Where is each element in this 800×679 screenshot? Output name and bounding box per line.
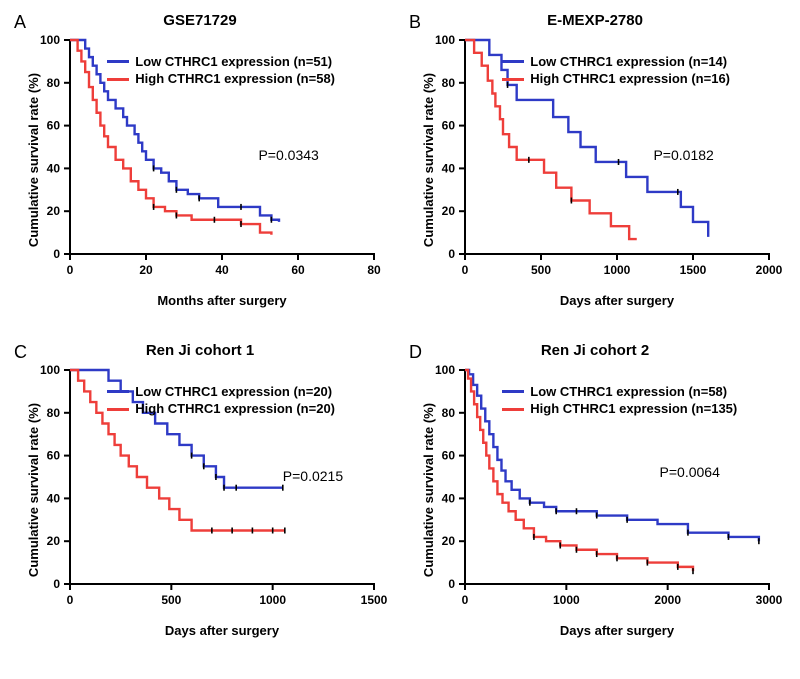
legend-item-high: High CTHRC1 expression (n=20) <box>107 400 335 418</box>
svg-text:0: 0 <box>448 577 455 591</box>
svg-text:500: 500 <box>161 593 181 607</box>
panel-b: B E-MEXP-2780 Cumulative survival rate (… <box>405 10 785 310</box>
y-axis-label: Cumulative survival rate (%) <box>421 403 436 577</box>
svg-text:60: 60 <box>47 119 61 133</box>
figure-grid: A GSE71729 Cumulative survival rate (%) … <box>0 0 800 679</box>
svg-text:100: 100 <box>435 363 455 377</box>
svg-text:100: 100 <box>40 33 60 47</box>
svg-text:2000: 2000 <box>654 593 681 607</box>
svg-text:20: 20 <box>47 534 61 548</box>
p-value: P=0.0343 <box>258 147 318 163</box>
svg-text:60: 60 <box>442 449 456 463</box>
legend: Low CTHRC1 expression (n=58) High CTHRC1… <box>502 383 737 418</box>
legend-label-high: High CTHRC1 expression (n=58) <box>135 70 335 88</box>
legend-label-low: Low CTHRC1 expression (n=58) <box>530 383 727 401</box>
legend-label-low: Low CTHRC1 expression (n=20) <box>135 383 332 401</box>
svg-text:500: 500 <box>531 263 551 277</box>
x-axis-label: Days after surgery <box>465 623 769 638</box>
svg-text:20: 20 <box>139 263 153 277</box>
panel-c: C Ren Ji cohort 1 Cumulative survival ra… <box>10 340 390 640</box>
svg-text:40: 40 <box>442 491 456 505</box>
svg-text:2000: 2000 <box>756 263 783 277</box>
svg-text:0: 0 <box>67 263 74 277</box>
svg-text:0: 0 <box>67 593 74 607</box>
legend: Low CTHRC1 expression (n=14) High CTHRC1… <box>502 53 730 88</box>
legend-swatch-low <box>502 390 524 393</box>
svg-text:0: 0 <box>53 247 60 261</box>
legend-item-low: Low CTHRC1 expression (n=20) <box>107 383 335 401</box>
panel-title: Ren Ji cohort 2 <box>405 342 785 359</box>
p-value: P=0.0215 <box>283 468 343 484</box>
legend-item-high: High CTHRC1 expression (n=58) <box>107 70 335 88</box>
svg-text:0: 0 <box>448 247 455 261</box>
svg-text:1000: 1000 <box>604 263 631 277</box>
svg-text:0: 0 <box>462 263 469 277</box>
svg-text:1000: 1000 <box>259 593 286 607</box>
legend-item-low: Low CTHRC1 expression (n=51) <box>107 53 335 71</box>
legend: Low CTHRC1 expression (n=51) High CTHRC1… <box>107 53 335 88</box>
legend-item-low: Low CTHRC1 expression (n=14) <box>502 53 730 71</box>
svg-text:80: 80 <box>442 406 456 420</box>
svg-text:1000: 1000 <box>553 593 580 607</box>
legend-label-high: High CTHRC1 expression (n=20) <box>135 400 335 418</box>
legend-swatch-high <box>107 408 129 411</box>
svg-text:100: 100 <box>40 363 60 377</box>
legend-label-high: High CTHRC1 expression (n=16) <box>530 70 730 88</box>
panel-a: A GSE71729 Cumulative survival rate (%) … <box>10 10 390 310</box>
svg-text:40: 40 <box>47 491 61 505</box>
svg-text:80: 80 <box>442 76 456 90</box>
y-axis-label: Cumulative survival rate (%) <box>26 403 41 577</box>
legend-swatch-low <box>107 60 129 63</box>
svg-text:80: 80 <box>47 76 61 90</box>
panel-title: Ren Ji cohort 1 <box>10 342 390 359</box>
svg-text:80: 80 <box>47 406 61 420</box>
legend-swatch-low <box>107 390 129 393</box>
legend-item-high: High CTHRC1 expression (n=16) <box>502 70 730 88</box>
svg-text:0: 0 <box>53 577 60 591</box>
svg-text:1500: 1500 <box>680 263 707 277</box>
svg-text:20: 20 <box>442 204 456 218</box>
svg-text:40: 40 <box>442 161 456 175</box>
legend-swatch-high <box>107 78 129 81</box>
p-value: P=0.0064 <box>660 464 720 480</box>
panel-title: E-MEXP-2780 <box>405 12 785 29</box>
svg-text:80: 80 <box>367 263 381 277</box>
svg-text:60: 60 <box>47 449 61 463</box>
legend-swatch-high <box>502 78 524 81</box>
svg-text:100: 100 <box>435 33 455 47</box>
x-axis-label: Months after surgery <box>70 293 374 308</box>
svg-text:20: 20 <box>47 204 61 218</box>
y-axis-label: Cumulative survival rate (%) <box>26 73 41 247</box>
legend: Low CTHRC1 expression (n=20) High CTHRC1… <box>107 383 335 418</box>
y-axis-label: Cumulative survival rate (%) <box>421 73 436 247</box>
legend-item-low: Low CTHRC1 expression (n=58) <box>502 383 737 401</box>
legend-label-low: Low CTHRC1 expression (n=14) <box>530 53 727 71</box>
panel-d: D Ren Ji cohort 2 Cumulative survival ra… <box>405 340 785 640</box>
svg-text:20: 20 <box>442 534 456 548</box>
legend-item-high: High CTHRC1 expression (n=135) <box>502 400 737 418</box>
svg-text:60: 60 <box>291 263 305 277</box>
panel-title: GSE71729 <box>10 12 390 29</box>
legend-swatch-high <box>502 408 524 411</box>
x-axis-label: Days after surgery <box>465 293 769 308</box>
svg-text:0: 0 <box>462 593 469 607</box>
legend-label-high: High CTHRC1 expression (n=135) <box>530 400 737 418</box>
legend-swatch-low <box>502 60 524 63</box>
svg-text:3000: 3000 <box>756 593 783 607</box>
p-value: P=0.0182 <box>653 147 713 163</box>
svg-text:1500: 1500 <box>361 593 388 607</box>
svg-text:60: 60 <box>442 119 456 133</box>
legend-label-low: Low CTHRC1 expression (n=51) <box>135 53 332 71</box>
svg-text:40: 40 <box>215 263 229 277</box>
svg-text:40: 40 <box>47 161 61 175</box>
x-axis-label: Days after surgery <box>70 623 374 638</box>
